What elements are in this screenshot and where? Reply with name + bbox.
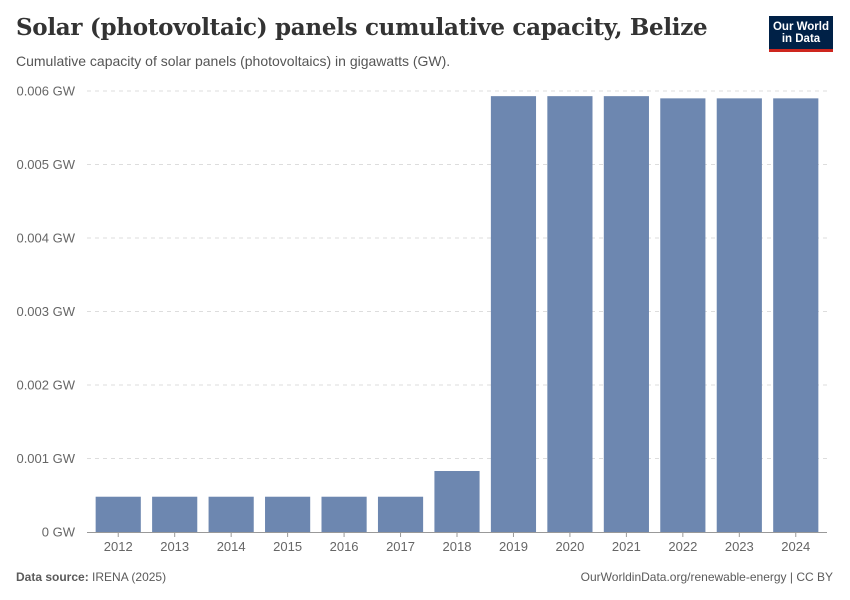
x-tick-label: 2019 [499,539,528,554]
y-tick-label: 0.001 GW [16,451,75,466]
gridlines [87,90,827,459]
x-tick-label: 2013 [160,539,189,554]
y-tick-label: 0.004 GW [16,231,75,246]
y-tick-label: 0.006 GW [16,84,75,99]
bar-2018[interactable] [434,470,480,532]
x-tick-label: 2017 [386,539,415,554]
bar-2014[interactable] [208,496,254,532]
x-tick-label: 2023 [725,539,754,554]
owid-logo[interactable]: Our World in Data [769,16,833,52]
y-tick-label: 0.005 GW [16,157,75,172]
bar-2012[interactable] [95,496,141,532]
x-tick-label: 2022 [668,539,697,554]
logo-line-1: Our World [772,21,829,33]
chart-subtitle: Cumulative capacity of solar panels (pho… [16,53,451,69]
footer-credit[interactable]: OurWorldinData.org/renewable-energy | CC… [580,570,833,584]
bar-chart: 0 GW 0.001 GW 0.002 GW 0.003 GW 0.004 GW 0.00… [16,84,827,554]
bar-2013[interactable] [152,496,198,532]
x-tick-label: 2020 [555,539,584,554]
x-tick-label: 2018 [443,539,472,554]
x-tick-label: 2012 [104,539,133,554]
data-source-label: Data source: [16,570,89,584]
y-axis-ticks: 0 GW 0.001 GW 0.002 GW 0.003 GW 0.004 GW 0.00… [16,84,75,540]
chart-title: Solar (photovoltaic) panels cumulative c… [16,14,708,41]
logo-line-2: in Data [781,33,821,45]
x-tick-label: 2021 [612,539,641,554]
bar-2020[interactable] [547,96,593,533]
bar-2019[interactable] [490,96,537,533]
bar-2022[interactable] [660,98,706,532]
bar-2015[interactable] [265,496,311,532]
x-tick-label: 2016 [330,539,359,554]
bar-2016[interactable] [321,496,367,532]
bar-2017[interactable] [377,496,424,532]
y-tick-label: 0.003 GW [16,304,75,319]
x-axis-ticks: 2012 2013 2014 2015 2016 2017 2018 2019 2020 2021… [104,532,810,554]
bar-2021[interactable] [603,96,649,533]
x-tick-label: 2015 [273,539,302,554]
bar-2024[interactable] [773,98,819,532]
y-tick-label: 0.002 GW [16,378,75,393]
data-source-value[interactable]: IRENA (2025) [92,570,167,584]
x-tick-label: 2024 [781,539,810,554]
data-source: Data source: IRENA (2025) [16,570,166,584]
bars [95,96,819,533]
bar-2023[interactable] [716,98,762,532]
x-tick-label: 2014 [217,539,246,554]
y-tick-label: 0 GW [42,525,76,540]
